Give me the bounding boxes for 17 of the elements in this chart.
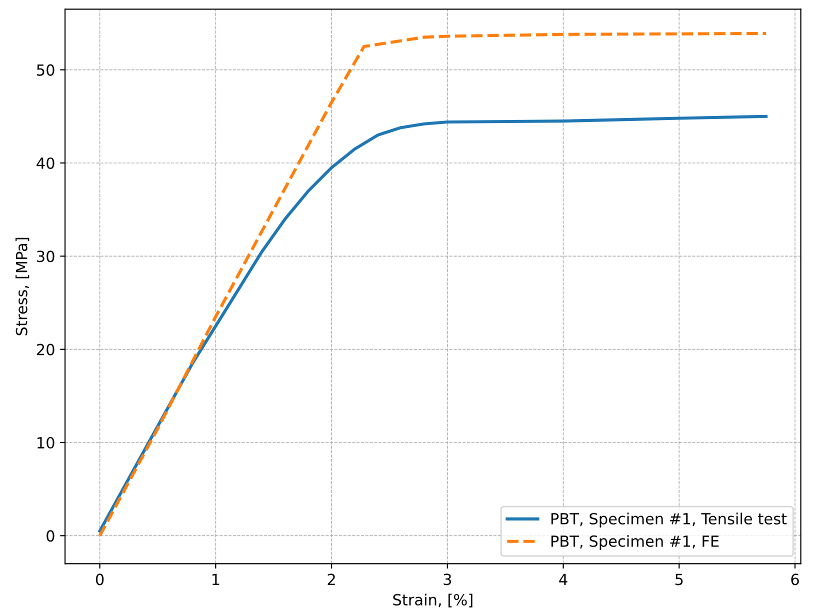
x-tick-label: 3 (444, 574, 452, 586)
x-tick-label: 4 (559, 574, 568, 585)
y-tick-label: 40 (36, 157, 54, 170)
x-axis-title: Strain, [%] (393, 594, 472, 608)
y-tick-label: 30 (37, 250, 54, 262)
y-axis-title: Stress, [MPa] (16, 238, 30, 336)
legend-label: PBT, Specimen #1, Tensile test (551, 512, 787, 528)
y-tick-label: 10 (38, 436, 54, 449)
x-tick-label: 5 (675, 574, 683, 586)
y-tick-label: 50 (37, 64, 54, 76)
x-tick-label: 6 (791, 574, 799, 586)
y-tick-label: 0 (46, 530, 54, 542)
x-tick-label: 0 (96, 574, 104, 586)
x-tick-label: 1 (212, 574, 220, 585)
x-tick-label: 2 (328, 574, 335, 585)
legend-label: PBT, Specimen #1, FE (551, 535, 719, 550)
y-tick-label: 20 (36, 344, 54, 356)
